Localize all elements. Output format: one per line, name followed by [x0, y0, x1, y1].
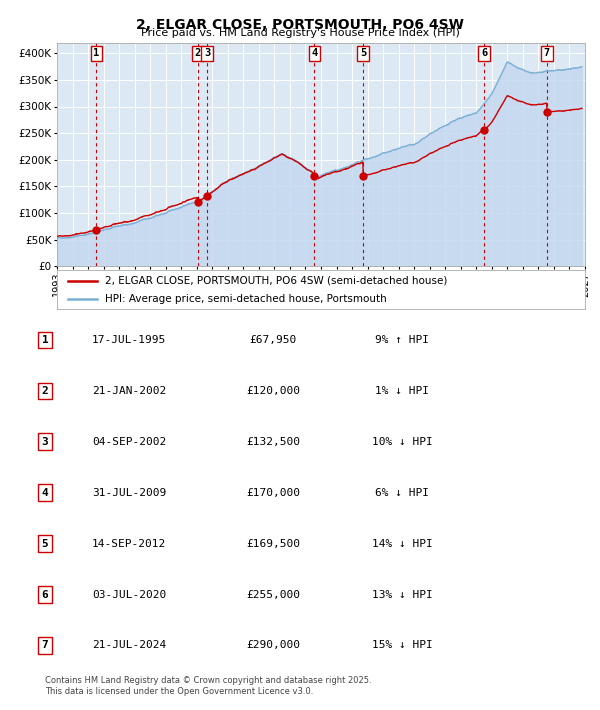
Text: 14% ↓ HPI: 14% ↓ HPI: [371, 539, 433, 549]
Text: 6% ↓ HPI: 6% ↓ HPI: [375, 488, 429, 498]
Text: 3: 3: [204, 48, 210, 58]
Text: 6: 6: [41, 589, 49, 599]
Text: This data is licensed under the Open Government Licence v3.0.: This data is licensed under the Open Gov…: [45, 687, 313, 697]
Text: 21-JAN-2002: 21-JAN-2002: [92, 386, 166, 396]
Text: 9% ↑ HPI: 9% ↑ HPI: [375, 335, 429, 345]
Text: £120,000: £120,000: [246, 386, 300, 396]
Text: 04-SEP-2002: 04-SEP-2002: [92, 437, 166, 447]
Text: 10% ↓ HPI: 10% ↓ HPI: [371, 437, 433, 447]
Text: 7: 7: [41, 640, 49, 650]
Text: 3: 3: [41, 437, 49, 447]
Text: £290,000: £290,000: [246, 640, 300, 650]
Text: £170,000: £170,000: [246, 488, 300, 498]
Text: 2, ELGAR CLOSE, PORTSMOUTH, PO6 4SW: 2, ELGAR CLOSE, PORTSMOUTH, PO6 4SW: [136, 18, 464, 32]
Text: 13% ↓ HPI: 13% ↓ HPI: [371, 589, 433, 599]
Text: 14-SEP-2012: 14-SEP-2012: [92, 539, 166, 549]
Text: 5: 5: [41, 539, 49, 549]
Text: 1% ↓ HPI: 1% ↓ HPI: [375, 386, 429, 396]
Text: £67,950: £67,950: [250, 335, 296, 345]
Text: Price paid vs. HM Land Registry's House Price Index (HPI): Price paid vs. HM Land Registry's House …: [140, 28, 460, 38]
Text: 2: 2: [194, 48, 200, 58]
Text: £169,500: £169,500: [246, 539, 300, 549]
Text: 15% ↓ HPI: 15% ↓ HPI: [371, 640, 433, 650]
Text: 1: 1: [94, 48, 100, 58]
Text: 21-JUL-2024: 21-JUL-2024: [92, 640, 166, 650]
Text: £255,000: £255,000: [246, 589, 300, 599]
Text: HPI: Average price, semi-detached house, Portsmouth: HPI: Average price, semi-detached house,…: [104, 294, 386, 304]
Text: 31-JUL-2009: 31-JUL-2009: [92, 488, 166, 498]
Text: 5: 5: [360, 48, 366, 58]
Text: 17-JUL-1995: 17-JUL-1995: [92, 335, 166, 345]
Text: 6: 6: [481, 48, 487, 58]
Text: 7: 7: [544, 48, 550, 58]
Text: 03-JUL-2020: 03-JUL-2020: [92, 589, 166, 599]
Text: 4: 4: [311, 48, 317, 58]
Text: Contains HM Land Registry data © Crown copyright and database right 2025.: Contains HM Land Registry data © Crown c…: [45, 676, 371, 685]
Text: 1: 1: [41, 335, 49, 345]
Text: £132,500: £132,500: [246, 437, 300, 447]
Text: 4: 4: [41, 488, 49, 498]
Text: 2: 2: [41, 386, 49, 396]
Text: 2, ELGAR CLOSE, PORTSMOUTH, PO6 4SW (semi-detached house): 2, ELGAR CLOSE, PORTSMOUTH, PO6 4SW (sem…: [104, 275, 447, 285]
